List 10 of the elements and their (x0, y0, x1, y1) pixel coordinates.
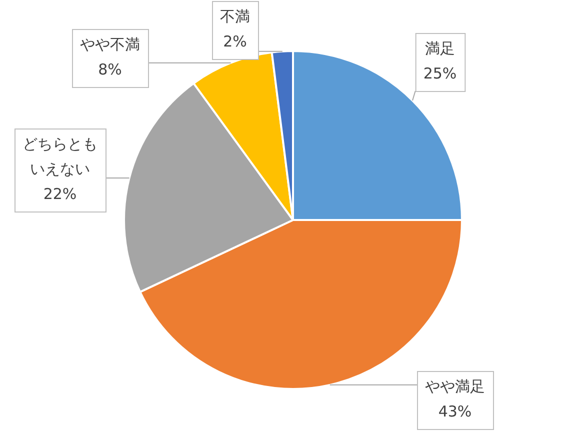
data-label: 25% (423, 64, 457, 82)
slice-label: やや不満 (80, 35, 140, 54)
data-label: 2% (223, 32, 247, 50)
data-label: 8% (98, 60, 122, 78)
slice-label: 満足 (425, 39, 455, 58)
slice-label: 不満 (220, 7, 250, 26)
data-label: 43% (438, 402, 472, 420)
data-label: 22% (43, 184, 77, 203)
slice-label: やや満足 (425, 377, 485, 396)
slice-label: どちらともいえない (22, 134, 98, 178)
